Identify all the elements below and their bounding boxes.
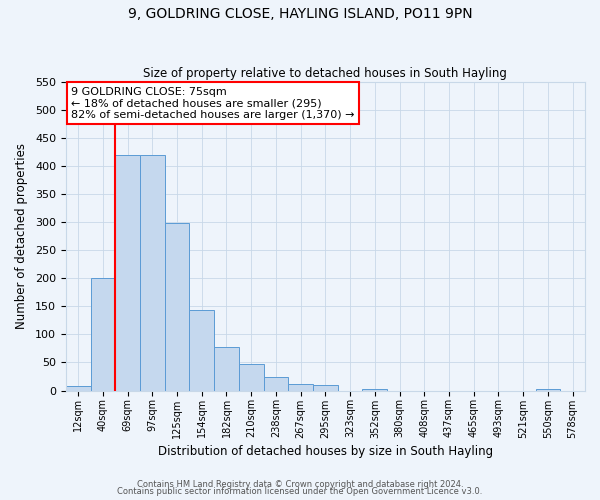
Text: Contains HM Land Registry data © Crown copyright and database right 2024.: Contains HM Land Registry data © Crown c… xyxy=(137,480,463,489)
Bar xyxy=(313,386,338,390)
Text: Contains public sector information licensed under the Open Government Licence v3: Contains public sector information licen… xyxy=(118,487,482,496)
Bar xyxy=(66,386,91,390)
Bar xyxy=(239,364,263,390)
Bar xyxy=(289,384,313,390)
Bar xyxy=(263,376,289,390)
Title: Size of property relative to detached houses in South Hayling: Size of property relative to detached ho… xyxy=(143,66,508,80)
Bar xyxy=(91,278,115,390)
Bar xyxy=(115,155,140,390)
Bar xyxy=(214,348,239,391)
Y-axis label: Number of detached properties: Number of detached properties xyxy=(15,144,28,330)
Bar xyxy=(190,310,214,390)
Text: 9, GOLDRING CLOSE, HAYLING ISLAND, PO11 9PN: 9, GOLDRING CLOSE, HAYLING ISLAND, PO11 … xyxy=(128,8,472,22)
X-axis label: Distribution of detached houses by size in South Hayling: Distribution of detached houses by size … xyxy=(158,444,493,458)
Bar xyxy=(140,155,164,390)
Bar xyxy=(164,224,190,390)
Text: 9 GOLDRING CLOSE: 75sqm
← 18% of detached houses are smaller (295)
82% of semi-d: 9 GOLDRING CLOSE: 75sqm ← 18% of detache… xyxy=(71,86,355,120)
